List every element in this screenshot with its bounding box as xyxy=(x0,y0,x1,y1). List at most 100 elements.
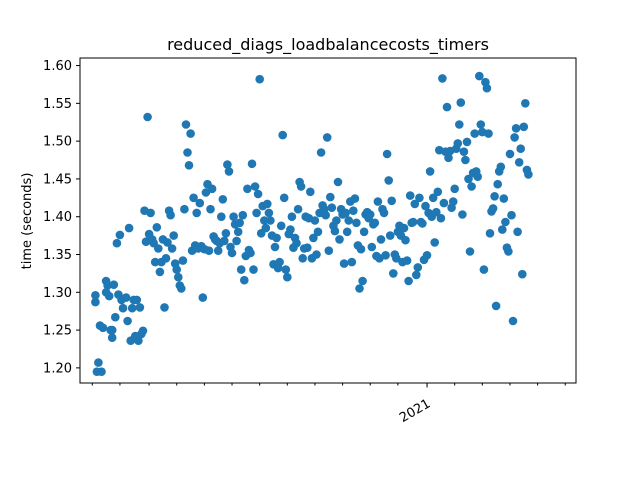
data-point-271 xyxy=(505,149,515,159)
data-point-104 xyxy=(249,265,258,274)
data-point-115 xyxy=(266,216,275,225)
data-point-166 xyxy=(344,216,354,225)
data-point-194 xyxy=(387,196,397,206)
data-point-30 xyxy=(135,303,145,312)
data-point-6 xyxy=(98,323,108,333)
data-point-41 xyxy=(152,223,162,232)
data-point-222 xyxy=(430,238,440,247)
data-point-238 xyxy=(455,120,464,129)
data-point-91 xyxy=(229,212,238,221)
data-point-244 xyxy=(464,174,473,184)
y-tick-label-0: 1.20 xyxy=(43,361,72,376)
data-point-265 xyxy=(496,162,506,172)
data-point-1 xyxy=(97,367,106,377)
data-point-235 xyxy=(450,184,460,194)
data-point-145 xyxy=(312,250,321,259)
data-point-59 xyxy=(180,204,189,214)
data-point-55 xyxy=(174,272,183,282)
data-point-231 xyxy=(444,153,453,163)
axes-layer: 1.20 1.25 1.30 1.35 1.40 1.45 1.50 1.55 1.60 2021 xyxy=(43,59,566,426)
data-point-28 xyxy=(132,295,142,305)
data-point-226 xyxy=(436,213,446,223)
data-point-193 xyxy=(385,231,395,240)
data-point-230 xyxy=(442,102,452,112)
data-point-113 xyxy=(263,199,272,209)
data-point-256 xyxy=(482,83,492,93)
data-point-35 xyxy=(143,112,152,122)
data-point-18 xyxy=(115,230,125,240)
data-point-77 xyxy=(207,184,217,194)
data-point-85 xyxy=(220,236,229,246)
data-point-168 xyxy=(347,257,357,267)
data-point-272 xyxy=(507,210,516,220)
data-point-129 xyxy=(287,212,297,221)
data-point-133 xyxy=(293,204,303,214)
data-point-93 xyxy=(232,236,241,246)
data-point-90 xyxy=(227,248,237,258)
plot-frame xyxy=(79,57,577,384)
data-point-185 xyxy=(373,197,383,206)
data-point-197 xyxy=(392,253,401,263)
data-point-266 xyxy=(498,225,507,234)
data-point-206 xyxy=(405,191,415,200)
data-point-245 xyxy=(465,247,475,256)
data-point-105 xyxy=(250,182,260,191)
data-point-275 xyxy=(511,124,521,133)
data-point-29 xyxy=(134,336,143,346)
data-point-69 xyxy=(195,198,205,208)
data-point-241 xyxy=(459,147,469,156)
data-point-108 xyxy=(255,74,264,84)
chart-title: reduced_diags_loadbalancecosts_timers xyxy=(167,35,489,55)
data-point-251 xyxy=(475,71,484,81)
data-point-128 xyxy=(286,225,295,234)
data-point-211 xyxy=(413,263,423,272)
data-point-146 xyxy=(313,227,323,237)
data-point-252 xyxy=(476,120,486,129)
data-point-155 xyxy=(327,203,337,212)
data-point-73 xyxy=(201,188,211,197)
data-point-273 xyxy=(508,316,518,326)
data-point-260 xyxy=(488,204,498,213)
data-point-98 xyxy=(240,275,249,285)
data-point-158 xyxy=(332,216,341,225)
data-point-46 xyxy=(160,303,169,312)
data-point-94 xyxy=(233,227,243,237)
data-point-227 xyxy=(438,74,447,83)
data-point-121 xyxy=(275,257,284,267)
data-point-132 xyxy=(292,238,301,248)
data-point-86 xyxy=(221,229,231,238)
data-point-112 xyxy=(261,223,271,233)
data-point-21 xyxy=(121,293,131,302)
data-point-187 xyxy=(376,235,386,244)
data-point-165 xyxy=(342,227,352,237)
y-axis-label: time (seconds) xyxy=(20,173,35,270)
data-point-160 xyxy=(335,235,344,244)
data-point-157 xyxy=(330,226,340,236)
data-point-176 xyxy=(359,227,369,237)
data-point-203 xyxy=(401,235,410,245)
data-point-210 xyxy=(412,270,421,280)
data-point-216 xyxy=(421,201,430,211)
data-point-257 xyxy=(484,129,493,138)
data-point-13 xyxy=(107,325,117,335)
data-point-246 xyxy=(467,182,476,191)
data-point-192 xyxy=(384,176,394,185)
y-tick-label-2: 1.30 xyxy=(43,286,72,301)
data-point-223 xyxy=(432,207,441,217)
data-point-191 xyxy=(382,149,392,159)
data-point-47 xyxy=(161,253,171,263)
data-point-151 xyxy=(321,210,331,220)
data-point-97 xyxy=(238,210,248,220)
data-point-12 xyxy=(107,333,117,343)
data-point-283 xyxy=(524,170,533,179)
data-point-124 xyxy=(279,193,289,203)
data-point-173 xyxy=(355,284,364,293)
data-point-263 xyxy=(493,179,503,189)
data-point-10 xyxy=(104,291,114,301)
data-point-37 xyxy=(146,208,155,218)
data-point-61 xyxy=(183,148,192,157)
data-point-114 xyxy=(264,208,274,218)
data-point-189 xyxy=(379,208,389,218)
data-point-141 xyxy=(306,187,315,197)
data-point-96 xyxy=(236,265,246,274)
